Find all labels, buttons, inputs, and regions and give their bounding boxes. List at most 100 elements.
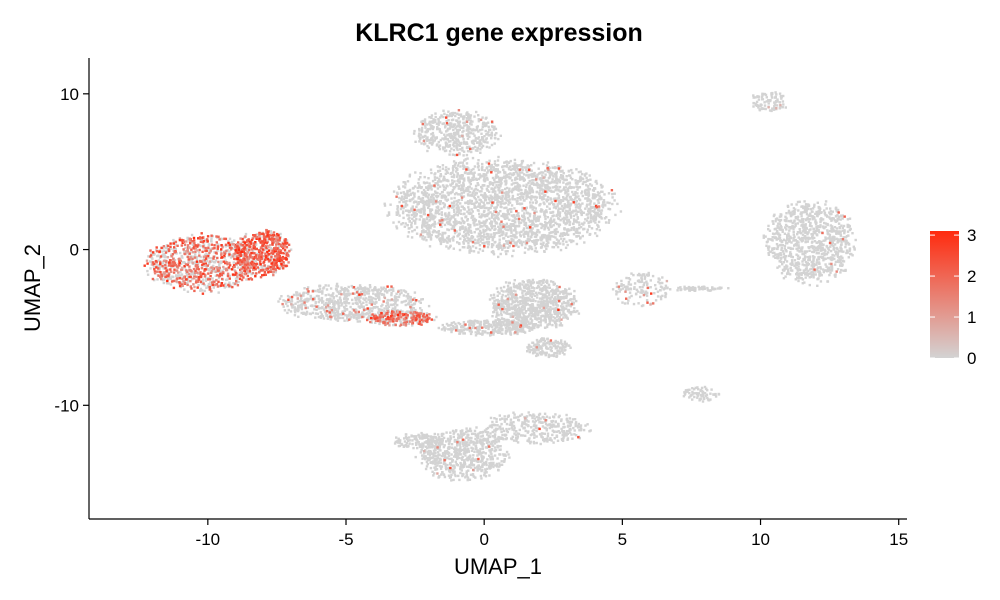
cell-point xyxy=(333,300,336,303)
cell-point xyxy=(516,299,519,303)
cell-point xyxy=(218,285,221,288)
cell-point xyxy=(335,284,338,288)
cell-point xyxy=(551,302,555,305)
cell-point xyxy=(589,214,593,217)
cell-point xyxy=(514,177,517,180)
cell-point xyxy=(210,283,213,287)
cell-point xyxy=(418,218,421,221)
cell-point xyxy=(555,243,558,247)
cell-point xyxy=(382,286,386,289)
cell-point xyxy=(368,284,372,287)
cell-point xyxy=(477,251,480,254)
cell-point xyxy=(294,311,297,314)
cell-point xyxy=(458,142,462,145)
cell-point xyxy=(445,137,448,141)
cell-point xyxy=(522,173,526,176)
cell-point xyxy=(482,139,485,142)
cell-point xyxy=(422,238,425,241)
cell-point xyxy=(343,307,346,310)
cell-point xyxy=(454,114,457,118)
cell-point xyxy=(449,140,452,143)
cell-point xyxy=(534,207,537,210)
cell-point xyxy=(497,137,500,141)
cell-point xyxy=(433,225,436,228)
cell-point xyxy=(537,300,540,303)
cell-point xyxy=(303,291,306,295)
cell-point xyxy=(457,162,461,165)
cell-point xyxy=(498,195,501,198)
cell-point xyxy=(545,315,548,318)
cell-point xyxy=(401,211,405,215)
cell-point xyxy=(436,182,439,185)
cell-point xyxy=(477,141,480,144)
cell-point xyxy=(540,292,543,295)
cell-point xyxy=(471,178,474,182)
cell-point xyxy=(611,202,614,206)
cell-point xyxy=(199,287,203,291)
cell-point xyxy=(332,296,335,299)
cell-point xyxy=(497,180,501,184)
cell-point xyxy=(514,170,518,173)
cell-point xyxy=(405,193,409,197)
cell-point xyxy=(414,200,417,203)
cell-point xyxy=(549,211,552,214)
cell-point xyxy=(546,286,549,289)
cell-point xyxy=(489,235,492,239)
cell-point xyxy=(354,288,357,291)
cell-point xyxy=(437,222,440,225)
cell-point xyxy=(439,116,442,119)
cell-point xyxy=(410,225,413,229)
cell-point xyxy=(507,175,510,179)
cell-point xyxy=(493,125,496,128)
cell-point xyxy=(295,294,299,297)
cell-point xyxy=(486,201,489,205)
cell-point xyxy=(450,215,453,218)
cell-point xyxy=(523,315,526,318)
cell-point xyxy=(162,267,165,270)
cell-point xyxy=(493,302,496,305)
cell-point xyxy=(487,237,491,240)
cell-point xyxy=(382,309,386,313)
cell-point xyxy=(539,321,542,324)
cell-point xyxy=(598,192,601,195)
cell-point xyxy=(527,174,530,177)
cell-point xyxy=(446,206,450,209)
cell-point xyxy=(347,302,351,305)
cell-point xyxy=(547,241,550,244)
cell-point xyxy=(561,217,564,220)
cell-point xyxy=(399,319,402,322)
cell-point xyxy=(493,133,497,136)
cell-point xyxy=(537,285,541,289)
cell-point xyxy=(412,211,415,214)
cell-point xyxy=(608,208,612,211)
cell-point xyxy=(448,153,451,156)
cell-point xyxy=(518,175,522,178)
cell-point xyxy=(593,214,596,217)
cell-point xyxy=(336,299,340,302)
cell-point xyxy=(169,277,172,280)
cell-point xyxy=(230,243,233,247)
cell-point xyxy=(228,274,231,278)
cell-point xyxy=(547,228,551,231)
cell-point xyxy=(446,138,450,141)
cell-point xyxy=(554,312,557,316)
cell-point xyxy=(517,212,520,215)
cell-point xyxy=(448,135,452,138)
cell-point xyxy=(536,215,540,218)
cell-point xyxy=(555,214,558,217)
cell-point xyxy=(355,298,359,301)
cell-point xyxy=(462,212,465,216)
cell-point xyxy=(419,176,422,179)
cell-point xyxy=(204,279,208,282)
cell-point xyxy=(310,297,313,300)
cell-point xyxy=(424,190,427,193)
cell-point xyxy=(440,217,443,220)
cell-point xyxy=(560,189,563,192)
cell-point xyxy=(562,172,565,175)
cell-point xyxy=(399,207,403,211)
cell-point xyxy=(464,201,467,204)
cell-point xyxy=(545,209,548,212)
cell-point xyxy=(420,309,423,312)
cell-point xyxy=(479,237,482,240)
cell-point xyxy=(489,194,492,197)
